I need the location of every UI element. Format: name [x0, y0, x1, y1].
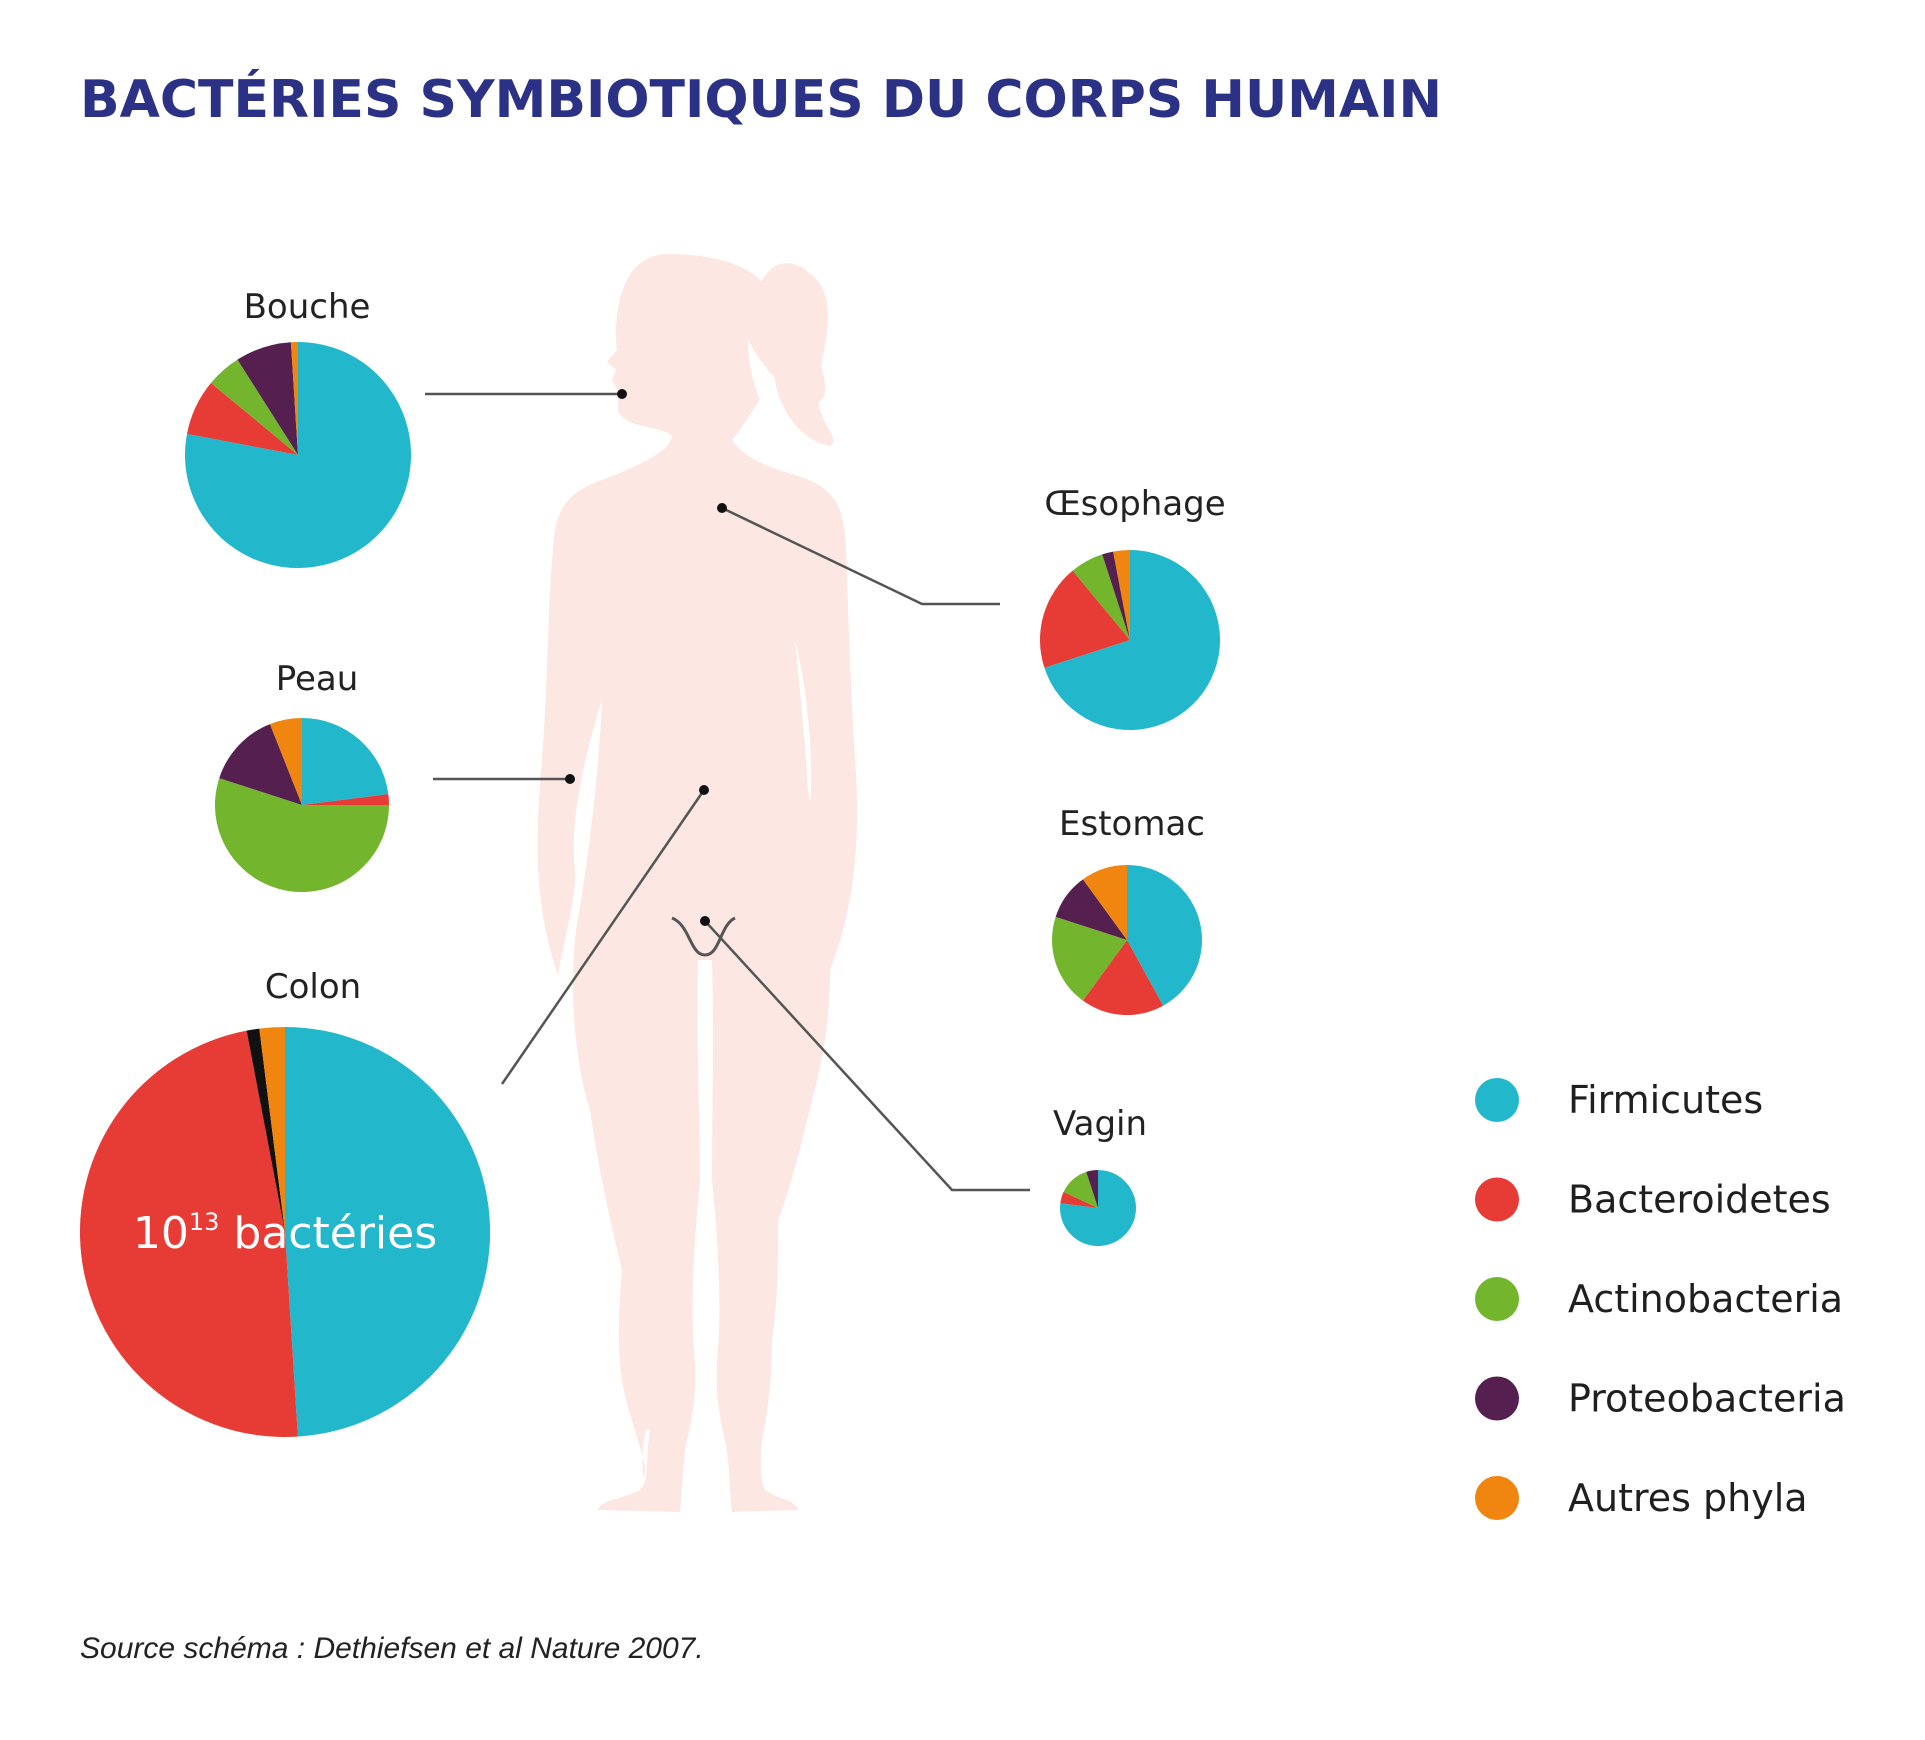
- connector-dots: [565, 389, 727, 926]
- slice-peau-bacteroidetes: [302, 794, 389, 805]
- annotation-exponent: 13: [189, 1208, 220, 1236]
- slice-bouche-bacteroidetes: [187, 382, 298, 455]
- slice-colon-bacteroidetes: [79, 1030, 298, 1438]
- pie-label-peau: Peau: [276, 659, 359, 699]
- pie-peau: Peau: [215, 659, 389, 893]
- pie-charts: Bouche Œsophage Peau Estomac Colon 1013 bacté…: [79, 287, 1226, 1438]
- page-title: BACTÉRIES SYMBIOTIQUES DU CORPS HUMAIN: [80, 70, 1443, 130]
- slice-estomac-firmicutes: [1127, 865, 1202, 1006]
- slice-bouche-firmicutes: [184, 342, 411, 568]
- colon-annotation: 1013 bactéries: [133, 1208, 437, 1259]
- slice-peau-proteobacteria: [219, 724, 302, 805]
- slice-colon-firmicutes: [285, 1027, 491, 1437]
- slice-vagin-bacteroidetes: [1060, 1191, 1098, 1208]
- legend-label-proteobacteria: Proteobacteria: [1568, 1377, 1846, 1421]
- slice-oesophage-autres-phyla: [1113, 550, 1130, 640]
- slice-bouche-actinobacteria: [210, 359, 298, 455]
- legend-swatch-actinobacteria: [1475, 1277, 1519, 1321]
- legend: Firmicutes Bacteroidetes Actinobacteria Pro…: [1475, 1078, 1846, 1520]
- annotation-base: 10: [133, 1208, 189, 1259]
- legend-item-proteobacteria: Proteobacteria: [1475, 1376, 1846, 1421]
- pie-label-bouche: Bouche: [244, 287, 371, 327]
- slice-estomac-bacteroidetes: [1082, 940, 1164, 1015]
- dot-oesophage: [717, 503, 727, 513]
- dot-peau: [565, 774, 575, 784]
- legend-swatch-firmicutes: [1475, 1078, 1519, 1122]
- pie-vagin: Vagin: [1053, 1104, 1147, 1246]
- pie-estomac: Estomac: [1051, 804, 1205, 1015]
- legend-label-bacteroidetes: Bacteroidetes: [1568, 1178, 1831, 1222]
- connector-oesophage: [721, 506, 1000, 606]
- slice-bouche-proteobacteria: [237, 342, 298, 455]
- source-note: Source schéma : Dethiefsen et al Nature …: [80, 1632, 704, 1665]
- slice-estomac-autres-phyla: [1082, 865, 1127, 940]
- slice-vagin-firmicutes: [1060, 1169, 1137, 1246]
- connector-colon: [500, 789, 706, 1085]
- connector-vagin: [704, 920, 1030, 1192]
- slice-estomac-proteobacteria: [1055, 879, 1127, 940]
- pie-label-colon: Colon: [265, 967, 361, 1007]
- legend-item-actinobacteria: Actinobacteria: [1475, 1277, 1843, 1321]
- pie-label-oesophage: Œsophage: [1044, 484, 1225, 524]
- legend-label-autres-phyla: Autres phyla: [1568, 1476, 1808, 1520]
- ponytail-shape: [760, 268, 834, 446]
- crotch-curve: [671, 916, 736, 957]
- slice-oesophage-firmicutes: [1044, 550, 1220, 731]
- slice-bouche-autres-phyla: [290, 342, 298, 455]
- slice-peau-actinobacteria: [215, 778, 389, 893]
- slice-vagin-actinobacteria: [1063, 1171, 1098, 1208]
- slice-oesophage-proteobacteria: [1102, 551, 1130, 640]
- pie-label-estomac: Estomac: [1059, 804, 1205, 844]
- slice-oesophage-bacteroidetes: [1039, 570, 1130, 668]
- slice-colon-other: [246, 1028, 285, 1232]
- slice-estomac-actinobacteria: [1051, 916, 1127, 1001]
- legend-swatch-bacteroidetes: [1475, 1177, 1519, 1222]
- legend-item-firmicutes: Firmicutes: [1475, 1078, 1763, 1122]
- human-body-silhouette: [537, 254, 858, 1512]
- slice-vagin-proteobacteria: [1086, 1170, 1098, 1208]
- dot-vagin: [700, 916, 710, 926]
- legend-swatch-proteobacteria: [1475, 1376, 1519, 1421]
- dot-colon: [699, 785, 709, 795]
- slice-colon-autres-phyla: [259, 1027, 285, 1232]
- connector-lines: [425, 392, 1030, 1192]
- dot-bouche: [617, 389, 627, 399]
- slice-peau-autres-phyla: [269, 718, 302, 805]
- slice-peau-firmicutes: [302, 718, 389, 805]
- pie-bouche: Bouche: [184, 287, 411, 568]
- legend-label-actinobacteria: Actinobacteria: [1568, 1277, 1843, 1321]
- slice-oesophage-actinobacteria: [1072, 554, 1130, 640]
- pie-oesophage: Œsophage: [1039, 484, 1226, 731]
- annotation-text: bactéries: [219, 1208, 437, 1259]
- pie-colon: Colon 1013 bactéries: [79, 967, 491, 1438]
- legend-item-autres-phyla: Autres phyla: [1475, 1476, 1808, 1520]
- legend-label-firmicutes: Firmicutes: [1568, 1078, 1763, 1122]
- pie-label-vagin: Vagin: [1053, 1104, 1147, 1144]
- legend-swatch-autres-phyla: [1475, 1476, 1519, 1520]
- body-shape: [537, 254, 858, 1512]
- legend-item-bacteroidetes: Bacteroidetes: [1475, 1177, 1831, 1222]
